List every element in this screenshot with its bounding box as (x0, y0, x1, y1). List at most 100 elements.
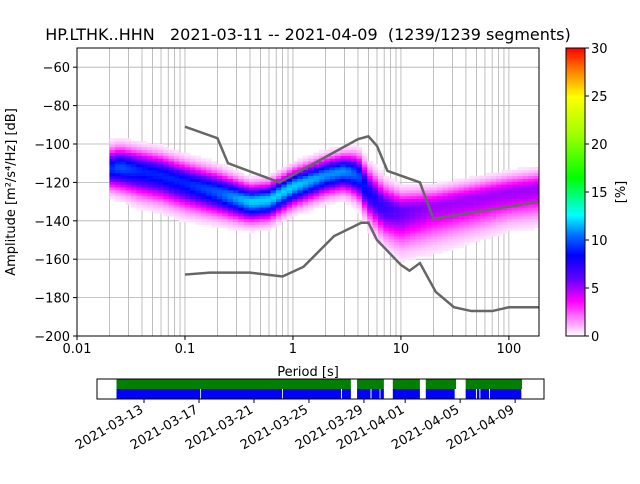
density-cell (506, 218, 513, 223)
density-cell (351, 195, 357, 200)
density-cell (152, 204, 159, 208)
density-cell (431, 218, 438, 223)
density-cell (463, 227, 470, 231)
density-cell (200, 172, 207, 176)
density-cell (442, 221, 449, 225)
density-cell (152, 175, 159, 179)
density-cell (249, 210, 255, 214)
density-cell (324, 167, 330, 171)
density-cell (286, 187, 293, 191)
density-cell (479, 216, 486, 220)
density-cell (367, 210, 373, 214)
density-cell (157, 155, 164, 159)
density-cell (141, 207, 148, 211)
density-cell (232, 175, 239, 179)
density-cell (345, 175, 352, 179)
density-cell (114, 187, 121, 191)
density-cell (109, 158, 116, 162)
density-cell (232, 210, 239, 214)
density-cell (367, 190, 373, 194)
density-cell (249, 178, 255, 182)
density-cell (227, 210, 234, 214)
density-cell (469, 198, 475, 202)
density-cell (109, 184, 116, 188)
density-cell (394, 218, 400, 223)
density-cell (120, 152, 126, 156)
density-cell (517, 181, 524, 185)
density-cell (227, 169, 234, 174)
density-cell (404, 224, 411, 228)
density-cell (345, 190, 352, 194)
density-cell (501, 216, 508, 220)
density-cell (517, 204, 524, 208)
density-cell (367, 198, 373, 202)
density-cell (426, 244, 432, 248)
density-cell (458, 184, 465, 188)
density-cell (479, 187, 486, 191)
density-cell (259, 184, 266, 188)
density-cell (120, 138, 126, 142)
density-cell (361, 207, 368, 211)
density-cell (222, 221, 228, 225)
density-cell (453, 227, 459, 231)
density-cell (388, 218, 395, 223)
density-cell (163, 195, 169, 200)
density-cell (415, 224, 422, 228)
density-cell (157, 184, 164, 188)
density-cell (200, 167, 207, 171)
density-cell (377, 169, 384, 174)
density-cell (383, 244, 389, 248)
density-cell (297, 192, 304, 197)
density-cell (356, 167, 363, 171)
density-cell (141, 167, 148, 171)
x-tick-label: 0.1 (175, 342, 196, 357)
density-cell (442, 201, 449, 205)
density-cell (141, 155, 148, 159)
density-cell (302, 192, 309, 197)
density-cell (361, 204, 368, 208)
density-cell (404, 201, 411, 205)
density-cell (372, 201, 379, 205)
density-cell (308, 175, 314, 179)
density-cell (136, 184, 143, 188)
density-cell (436, 187, 443, 191)
density-cell (195, 192, 202, 197)
density-cell (297, 190, 304, 194)
density-cell (147, 201, 153, 205)
density-cell (238, 181, 245, 185)
density-cell (318, 172, 325, 176)
density-cell (388, 207, 395, 211)
density-cell (136, 181, 143, 185)
density-cell (512, 178, 518, 182)
density-cell (249, 187, 255, 191)
density-cell (190, 175, 196, 179)
density-cell (297, 187, 304, 191)
density-cell (275, 187, 282, 191)
density-cell (469, 207, 475, 211)
density-cell (184, 207, 191, 211)
density-cell (125, 164, 132, 168)
density-cell (270, 184, 277, 188)
density-cell (179, 190, 185, 194)
density-cell (490, 190, 497, 194)
density-cell (442, 218, 449, 223)
density-cell (431, 190, 438, 194)
density-cell (302, 210, 309, 214)
density-cell (458, 221, 465, 225)
density-cell (388, 204, 395, 208)
density-cell (216, 178, 223, 182)
density-cell (179, 167, 185, 171)
density-cell (270, 198, 277, 202)
density-cell (383, 204, 389, 208)
density-cell (351, 192, 357, 197)
density-cell (179, 187, 185, 191)
density-cell (265, 198, 271, 202)
density-cell (490, 175, 497, 179)
density-cell (157, 169, 164, 174)
density-cell (501, 207, 508, 211)
density-cell (431, 247, 438, 251)
density-cell (243, 178, 250, 182)
density-cell (528, 169, 534, 174)
density-cell (297, 195, 304, 200)
y-tick-label: −80 (43, 100, 70, 115)
